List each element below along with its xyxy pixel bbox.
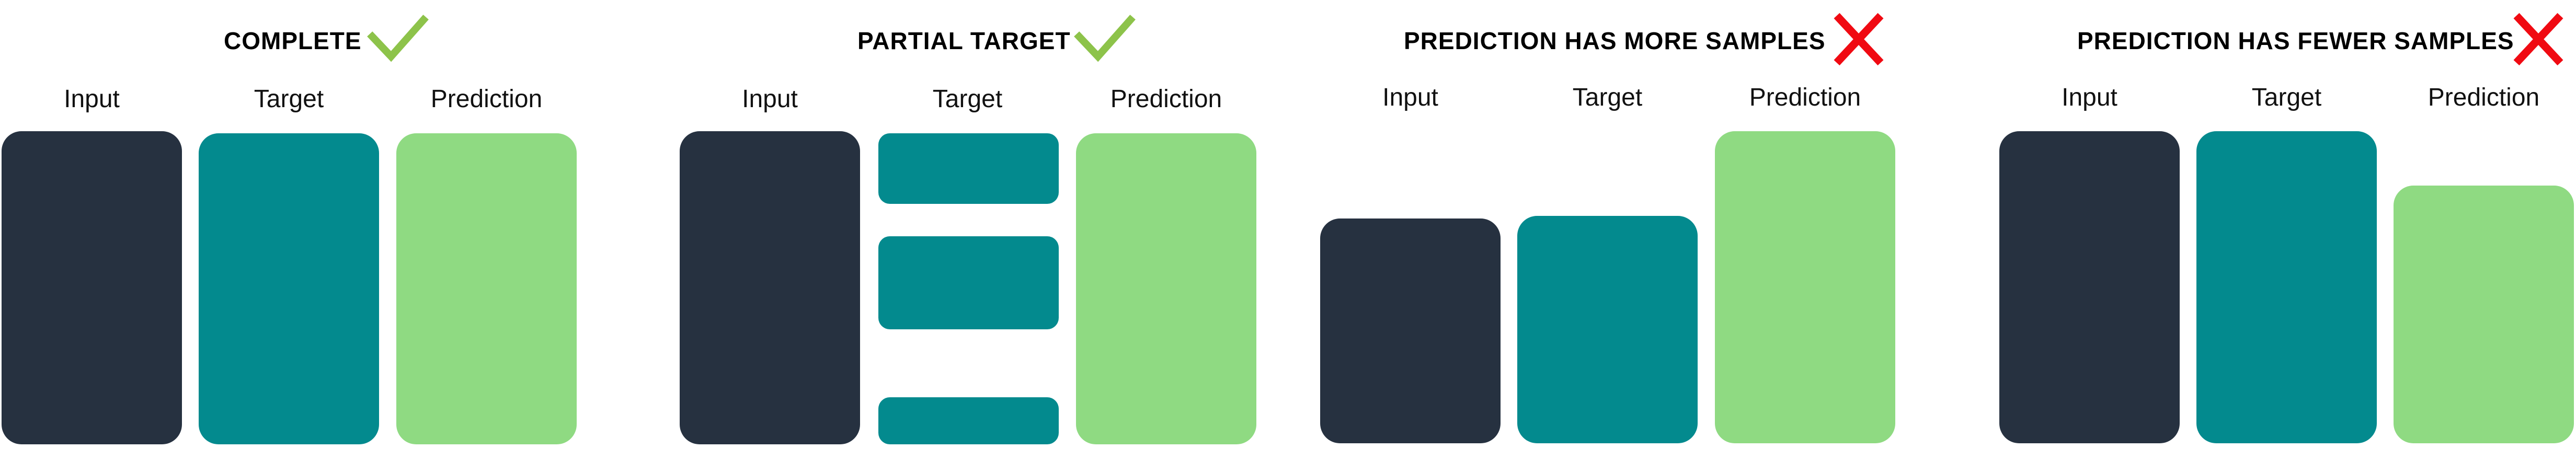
x-mark-icon xyxy=(2513,13,2563,66)
label-prediction: Prediction xyxy=(1749,84,1861,111)
label-target: Target xyxy=(932,85,1003,113)
label-input: Input xyxy=(2062,84,2117,111)
panel-partial-target: PARTIAL TARGET Input Target Prediction xyxy=(677,0,1304,460)
label-target: Target xyxy=(1572,84,1643,111)
panel-prediction-more-samples: PREDICTION HAS MORE SAMPLES Input Target… xyxy=(1318,0,1919,460)
x-mark-icon xyxy=(1834,13,1884,66)
prediction-block xyxy=(1715,131,1895,443)
label-input: Input xyxy=(1382,84,1438,111)
target-block xyxy=(2196,131,2377,443)
check-icon xyxy=(1074,15,1136,62)
label-input: Input xyxy=(742,85,798,113)
label-target: Target xyxy=(2251,84,2322,111)
panel-prediction-fewer-samples: PREDICTION HAS FEWER SAMPLES Input Targe… xyxy=(1996,0,2576,460)
target-block xyxy=(1517,216,1698,443)
target-segment-2 xyxy=(878,236,1059,329)
label-target: Target xyxy=(254,85,324,113)
prediction-block xyxy=(1076,133,1256,444)
panel-title: PREDICTION HAS FEWER SAMPLES xyxy=(2077,27,2514,54)
input-block xyxy=(2,131,182,444)
panel-title: PREDICTION HAS MORE SAMPLES xyxy=(1404,27,1826,54)
check-icon xyxy=(367,15,429,62)
target-segment-3 xyxy=(878,397,1059,444)
label-prediction: Prediction xyxy=(1110,85,1222,113)
panel-title: COMPLETE xyxy=(224,27,362,54)
target-block xyxy=(199,133,379,444)
target-segment-1 xyxy=(878,133,1059,204)
label-prediction: Prediction xyxy=(2428,84,2540,111)
input-block xyxy=(680,131,860,444)
panel-complete: COMPLETE Input Target Prediction xyxy=(0,0,627,460)
label-input: Input xyxy=(64,85,120,113)
label-prediction: Prediction xyxy=(430,85,543,113)
prediction-block xyxy=(2394,186,2574,443)
input-block xyxy=(1320,218,1501,443)
prediction-block xyxy=(396,133,577,444)
input-block xyxy=(1999,131,2180,443)
panel-title: PARTIAL TARGET xyxy=(857,27,1071,54)
